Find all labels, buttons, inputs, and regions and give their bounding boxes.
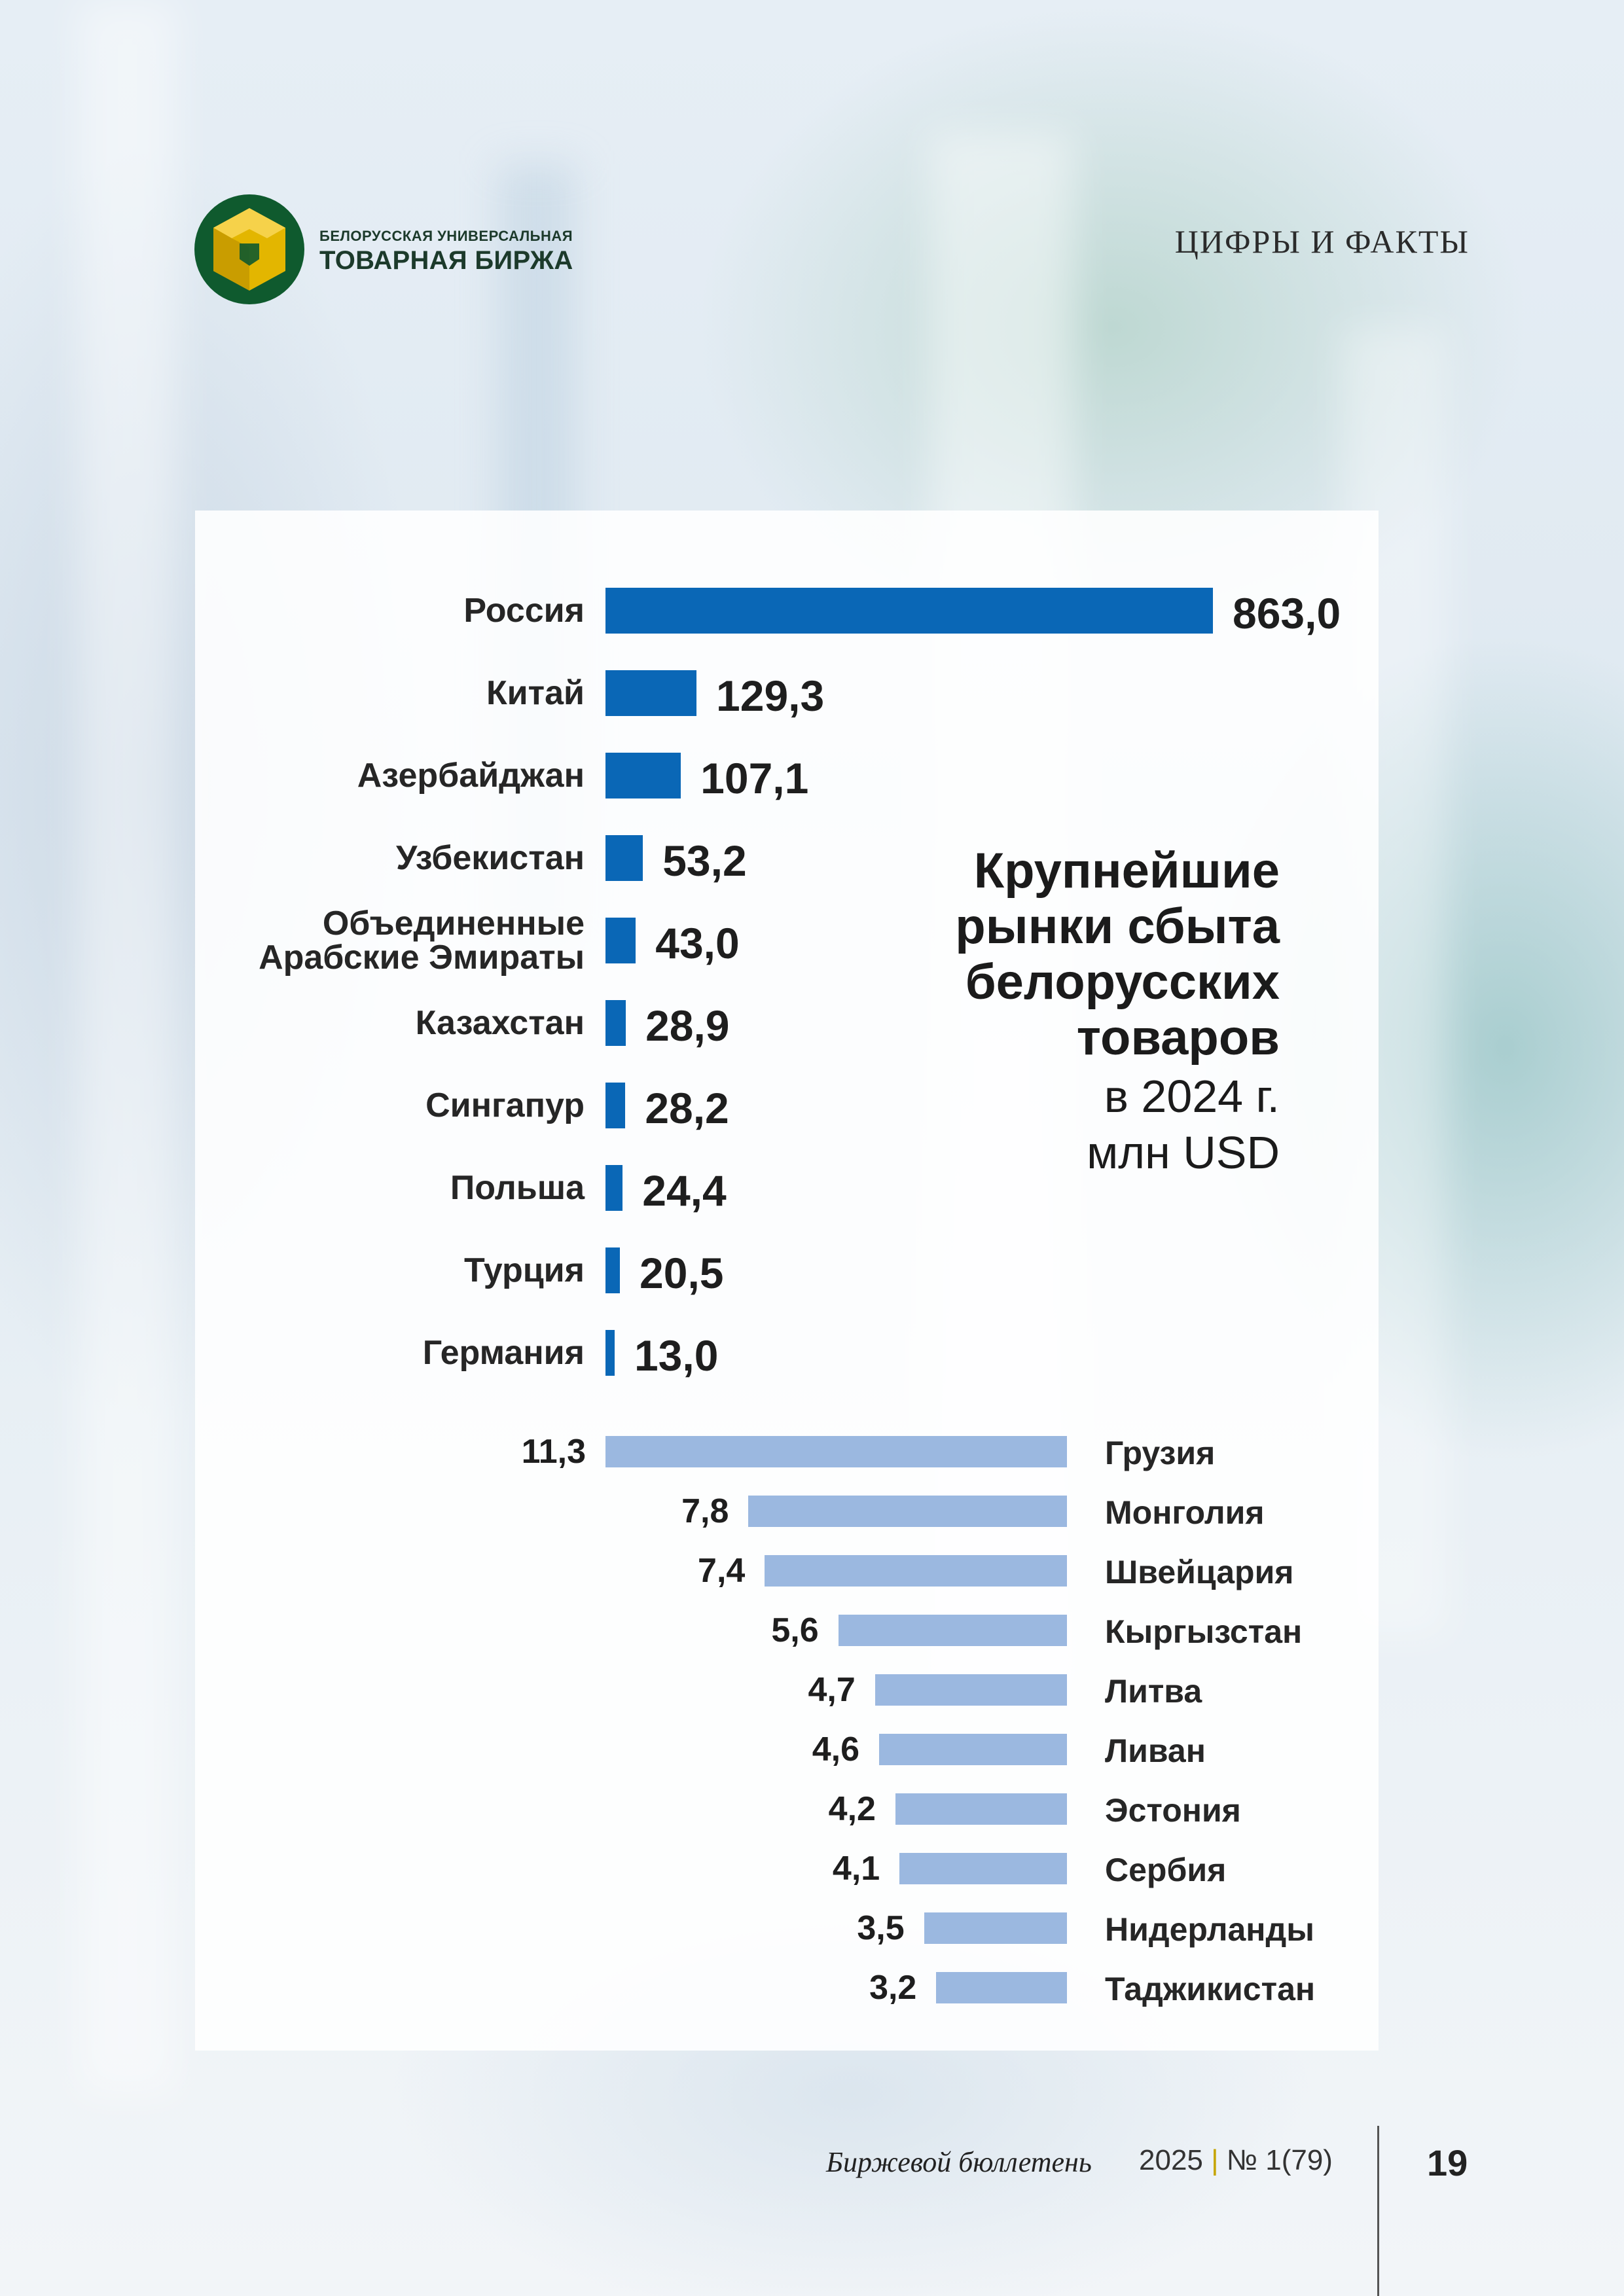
chart-subtitle-year: в 2024 г. xyxy=(1104,1071,1280,1122)
bar xyxy=(605,835,643,881)
bar-value-label: 28,9 xyxy=(645,1001,730,1050)
bar-value-label: 4,1 xyxy=(832,1850,880,1888)
chart-subtitle-unit: млн USD xyxy=(1087,1127,1280,1178)
chart-title-line: рынки сбыта xyxy=(955,899,1280,954)
category-label: Монголия xyxy=(1105,1494,1265,1531)
issue-info: 2025 | № 1(79) xyxy=(1139,2144,1333,2177)
bar xyxy=(748,1496,1067,1527)
bar-value-label: 4,2 xyxy=(828,1790,876,1828)
category-label: Нидерланды xyxy=(1105,1911,1314,1948)
bar xyxy=(605,1083,626,1128)
brand-name-main: ТОВАРНАЯ БИРЖА xyxy=(319,246,573,275)
brand-name-top: БЕЛОРУССКАЯ УНИВЕРСАЛЬНАЯ xyxy=(319,228,573,244)
category-label: Польша xyxy=(450,1169,585,1207)
category-label: Швейцария xyxy=(1105,1554,1294,1590)
category-label: Турция xyxy=(463,1251,585,1289)
bar xyxy=(838,1615,1067,1646)
bar-value-label: 7,4 xyxy=(698,1552,746,1590)
bar-value-label: 3,5 xyxy=(857,1909,905,1947)
chart-title-line: Крупнейшие xyxy=(973,843,1280,899)
magazine-name: Биржевой бюллетень xyxy=(826,2146,1092,2178)
bar-value-label: 53,2 xyxy=(662,836,747,885)
category-label: Китай xyxy=(486,674,585,712)
bar-value-label: 24,4 xyxy=(642,1166,727,1215)
issue-year: 2025 xyxy=(1139,2144,1203,2176)
category-label: Сербия xyxy=(1105,1852,1227,1888)
bar-value-label: 107,1 xyxy=(700,754,809,802)
issue-separator: | xyxy=(1211,2144,1219,2176)
bar-value-label: 863,0 xyxy=(1233,589,1341,637)
category-label: Азербайджан xyxy=(357,757,585,795)
category-label: Литва xyxy=(1105,1673,1202,1710)
bar xyxy=(895,1793,1067,1825)
category-label: Таджикистан xyxy=(1105,1971,1316,2007)
bar-value-label: 5,6 xyxy=(771,1611,819,1649)
bar xyxy=(605,1330,615,1376)
bar xyxy=(879,1734,1067,1765)
bar xyxy=(924,1912,1067,1944)
bar xyxy=(605,918,636,963)
bar-value-label: 7,8 xyxy=(681,1492,729,1530)
chart-title-line: товаров xyxy=(1076,1010,1280,1066)
bar-value-label: 4,6 xyxy=(812,1731,860,1768)
bar-value-label: 20,5 xyxy=(640,1249,724,1297)
category-label: Кыргызстан xyxy=(1105,1613,1303,1650)
bar xyxy=(605,1165,623,1211)
bar-value-label: 4,7 xyxy=(808,1671,856,1709)
chart-panel xyxy=(195,511,1379,2051)
category-label-line: Арабские Эмираты xyxy=(259,939,585,977)
category-label: Ливан xyxy=(1105,1732,1206,1769)
bar xyxy=(605,753,681,798)
bar xyxy=(605,1000,626,1046)
bar xyxy=(605,670,697,716)
bar-value-label: 3,2 xyxy=(869,1969,917,2007)
page-number: 19 xyxy=(1427,2142,1468,2183)
exchange-logo-icon xyxy=(194,194,304,304)
bar-value-label: 13,0 xyxy=(634,1331,719,1380)
bar xyxy=(605,588,1213,634)
category-label-line: Объединенные xyxy=(322,905,585,942)
issue-number: № 1(79) xyxy=(1226,2144,1333,2176)
category-label: Германия xyxy=(422,1334,585,1372)
bar xyxy=(936,1972,1067,2003)
bar-value-label: 43,0 xyxy=(655,919,740,967)
bar xyxy=(605,1436,1067,1467)
bar xyxy=(765,1555,1067,1587)
category-label: Узбекистан xyxy=(395,839,585,877)
section-title: ЦИФРЫ И ФАКТЫ xyxy=(1174,223,1470,260)
chart-title-line: белорусских xyxy=(965,954,1280,1010)
category-label: Объединенные Арабские Эмираты xyxy=(259,906,585,975)
bar xyxy=(899,1853,1067,1884)
footer-divider xyxy=(1377,2126,1379,2296)
bar xyxy=(875,1674,1067,1706)
category-label: Казахстан xyxy=(415,1004,585,1042)
category-label: Грузия xyxy=(1105,1435,1216,1471)
bar xyxy=(605,1247,621,1293)
category-label: Эстония xyxy=(1105,1792,1241,1829)
category-label: Россия xyxy=(463,592,585,630)
bar-value-label: 129,3 xyxy=(716,672,825,720)
bar-value-label: 11,3 xyxy=(521,1433,586,1471)
background-blur xyxy=(79,0,177,2094)
bar-value-label: 28,2 xyxy=(645,1084,729,1132)
category-label: Сингапур xyxy=(425,1086,585,1124)
